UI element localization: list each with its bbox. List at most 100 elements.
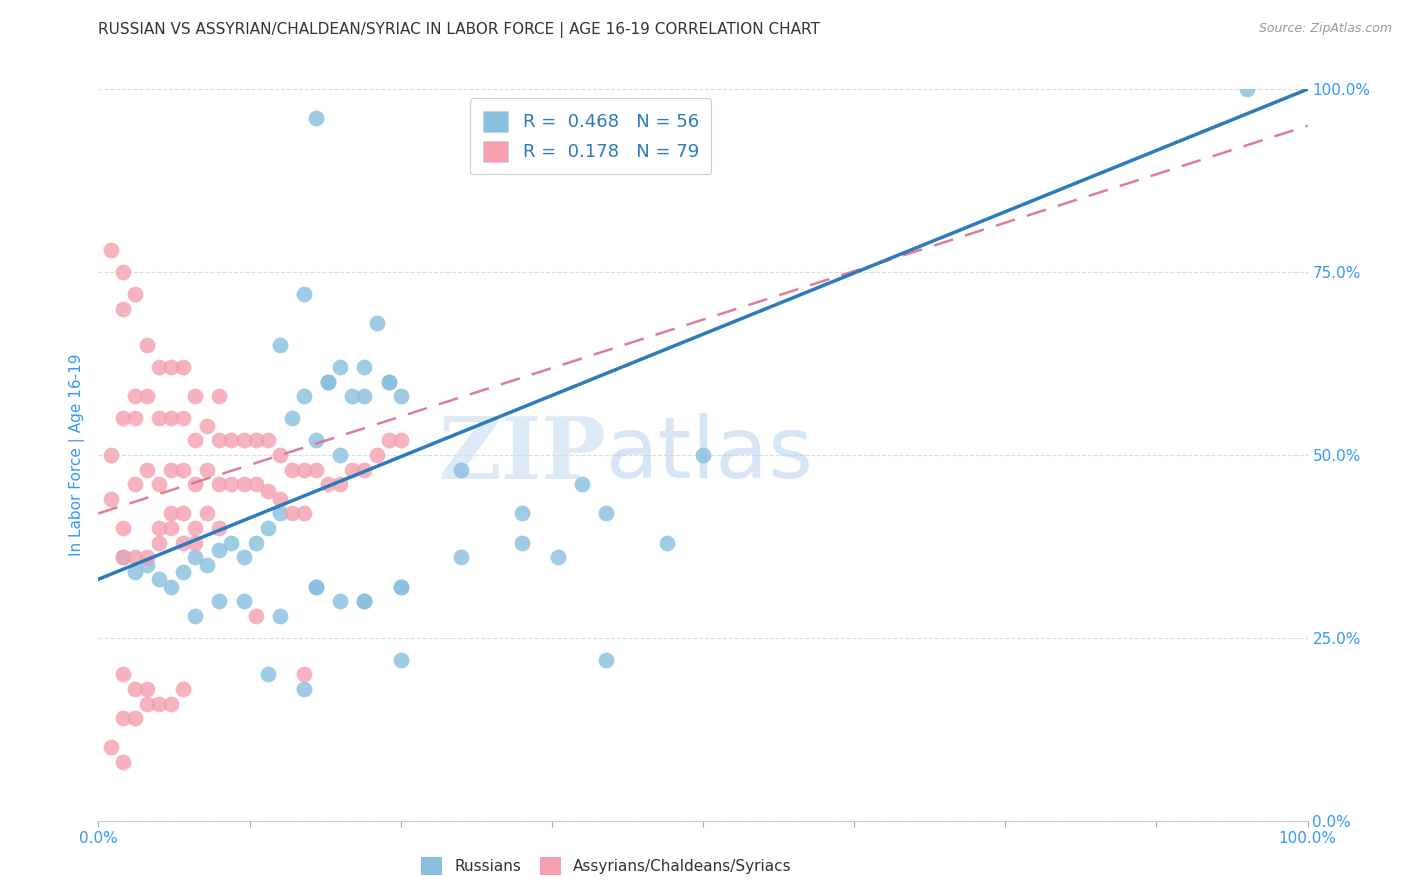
Point (124, 477, 146, 491)
Point (184, 477, 207, 491)
Point (353, 594, 375, 608)
Point (195, 507, 218, 521)
Point (111, 550, 134, 565)
Point (329, 594, 352, 608)
Point (148, 521, 170, 535)
Point (256, 434, 278, 448)
Text: Source: ZipAtlas.com: Source: ZipAtlas.com (1258, 22, 1392, 36)
Point (184, 608, 207, 623)
Point (305, 462, 328, 476)
Point (172, 507, 194, 521)
Point (111, 711, 134, 725)
Point (195, 418, 218, 433)
Point (172, 411, 194, 425)
Point (353, 389, 375, 403)
Point (232, 477, 254, 491)
Point (148, 477, 170, 491)
Point (160, 697, 183, 711)
Point (305, 112, 328, 126)
Point (389, 434, 412, 448)
Point (292, 287, 315, 301)
Point (160, 462, 183, 476)
Point (135, 338, 157, 352)
Point (269, 608, 291, 623)
Point (389, 389, 412, 403)
Point (160, 521, 183, 535)
Point (111, 755, 134, 769)
Point (353, 594, 375, 608)
Point (292, 667, 315, 681)
Point (208, 521, 231, 535)
Point (100, 740, 122, 755)
Point (571, 477, 593, 491)
Point (316, 477, 339, 491)
Point (111, 667, 134, 681)
Point (595, 653, 617, 667)
Point (124, 389, 146, 403)
Point (135, 697, 157, 711)
Point (450, 462, 472, 476)
Point (160, 507, 183, 521)
Point (281, 507, 304, 521)
Legend: Russians, Assyrians/Chaldeans/Syriacs: Russians, Assyrians/Chaldeans/Syriacs (413, 849, 800, 882)
Point (281, 411, 304, 425)
Point (245, 434, 267, 448)
Point (111, 550, 134, 565)
Point (269, 338, 291, 352)
Point (184, 521, 207, 535)
Point (195, 462, 218, 476)
Point (124, 565, 146, 579)
Point (111, 521, 134, 535)
Point (135, 462, 157, 476)
Point (692, 448, 714, 462)
Point (342, 389, 364, 403)
Y-axis label: In Labor Force | Age 16-19: In Labor Force | Age 16-19 (69, 353, 84, 557)
Point (281, 462, 304, 476)
Point (208, 434, 231, 448)
Point (450, 550, 472, 565)
Point (269, 448, 291, 462)
Point (377, 434, 399, 448)
Point (208, 543, 231, 558)
Point (172, 462, 194, 476)
Point (305, 434, 328, 448)
Point (232, 434, 254, 448)
Point (595, 507, 617, 521)
Point (148, 535, 170, 549)
Point (389, 653, 412, 667)
Point (1236, 82, 1258, 96)
Point (232, 594, 254, 608)
Point (100, 243, 122, 257)
Point (124, 681, 146, 696)
Point (195, 558, 218, 572)
Text: RUSSIAN VS ASSYRIAN/CHALDEAN/SYRIAC IN LABOR FORCE | AGE 16-19 CORRELATION CHART: RUSSIAN VS ASSYRIAN/CHALDEAN/SYRIAC IN L… (98, 22, 820, 38)
Point (256, 667, 278, 681)
Point (111, 265, 134, 279)
Point (111, 301, 134, 316)
Point (111, 411, 134, 425)
Point (135, 681, 157, 696)
Point (547, 550, 569, 565)
Point (124, 287, 146, 301)
Point (135, 550, 157, 565)
Point (269, 507, 291, 521)
Point (655, 535, 678, 549)
Point (221, 535, 243, 549)
Point (148, 411, 170, 425)
Point (256, 484, 278, 499)
Point (316, 375, 339, 389)
Point (208, 594, 231, 608)
Point (221, 434, 243, 448)
Point (184, 535, 207, 549)
Point (160, 360, 183, 375)
Point (316, 375, 339, 389)
Point (172, 535, 194, 549)
Point (389, 580, 412, 594)
Point (148, 697, 170, 711)
Point (124, 550, 146, 565)
Point (292, 462, 315, 476)
Point (305, 580, 328, 594)
Point (353, 360, 375, 375)
Point (329, 448, 352, 462)
Point (377, 375, 399, 389)
